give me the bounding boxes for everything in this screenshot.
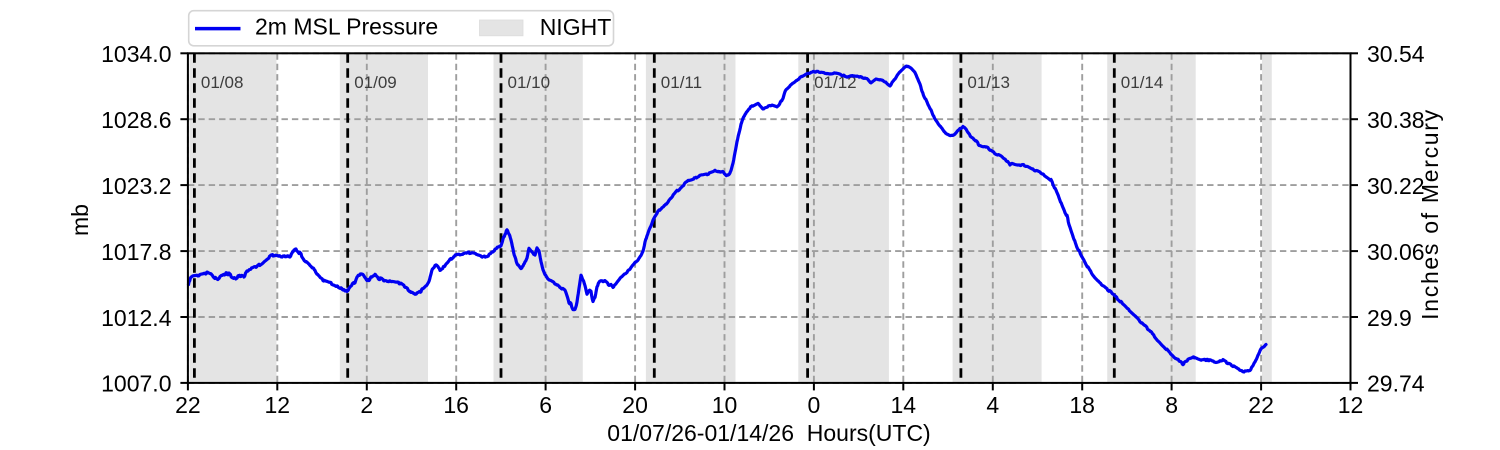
svg-text:01/13: 01/13 (967, 73, 1010, 92)
svg-text:20: 20 (622, 392, 648, 418)
svg-text:01/09: 01/09 (354, 73, 397, 92)
svg-text:12: 12 (265, 392, 291, 418)
svg-text:01/08: 01/08 (201, 73, 244, 92)
svg-text:30.38: 30.38 (1367, 107, 1425, 133)
svg-text:30.06: 30.06 (1367, 239, 1425, 265)
svg-text:0: 0 (808, 392, 821, 418)
svg-text:1012.4: 1012.4 (101, 305, 172, 331)
svg-text:NIGHT: NIGHT (540, 14, 612, 40)
svg-text:29.9: 29.9 (1367, 305, 1412, 331)
svg-text:8: 8 (1165, 392, 1178, 418)
svg-text:12: 12 (1338, 392, 1364, 418)
svg-text:29.74: 29.74 (1367, 371, 1425, 397)
svg-text:01/14: 01/14 (1121, 73, 1164, 92)
svg-text:10: 10 (712, 392, 738, 418)
svg-text:mb: mb (67, 204, 93, 236)
svg-text:1034.0: 1034.0 (101, 41, 171, 67)
svg-text:1017.8: 1017.8 (101, 239, 171, 265)
svg-text:4: 4 (986, 392, 999, 418)
svg-text:6: 6 (539, 392, 552, 418)
svg-text:30.54: 30.54 (1367, 41, 1425, 67)
svg-text:18: 18 (1069, 392, 1095, 418)
svg-text:22: 22 (175, 392, 201, 418)
svg-text:22: 22 (1248, 392, 1274, 418)
svg-text:01/11: 01/11 (661, 73, 702, 92)
svg-text:14: 14 (891, 392, 917, 418)
svg-text:2: 2 (360, 392, 373, 418)
svg-text:2m MSL Pressure: 2m MSL Pressure (255, 14, 438, 40)
svg-text:1028.6: 1028.6 (101, 107, 171, 133)
svg-text:01/07/26-01/14/26 Hours(UTC): 01/07/26-01/14/26 Hours(UTC) (607, 420, 930, 446)
svg-text:16: 16 (443, 392, 469, 418)
svg-text:Inches of Mercury: Inches of Mercury (1417, 108, 1443, 320)
svg-text:01/10: 01/10 (508, 73, 551, 92)
svg-text:1023.2: 1023.2 (101, 173, 171, 199)
svg-text:1007.0: 1007.0 (101, 371, 171, 397)
svg-text:30.22: 30.22 (1367, 173, 1425, 199)
